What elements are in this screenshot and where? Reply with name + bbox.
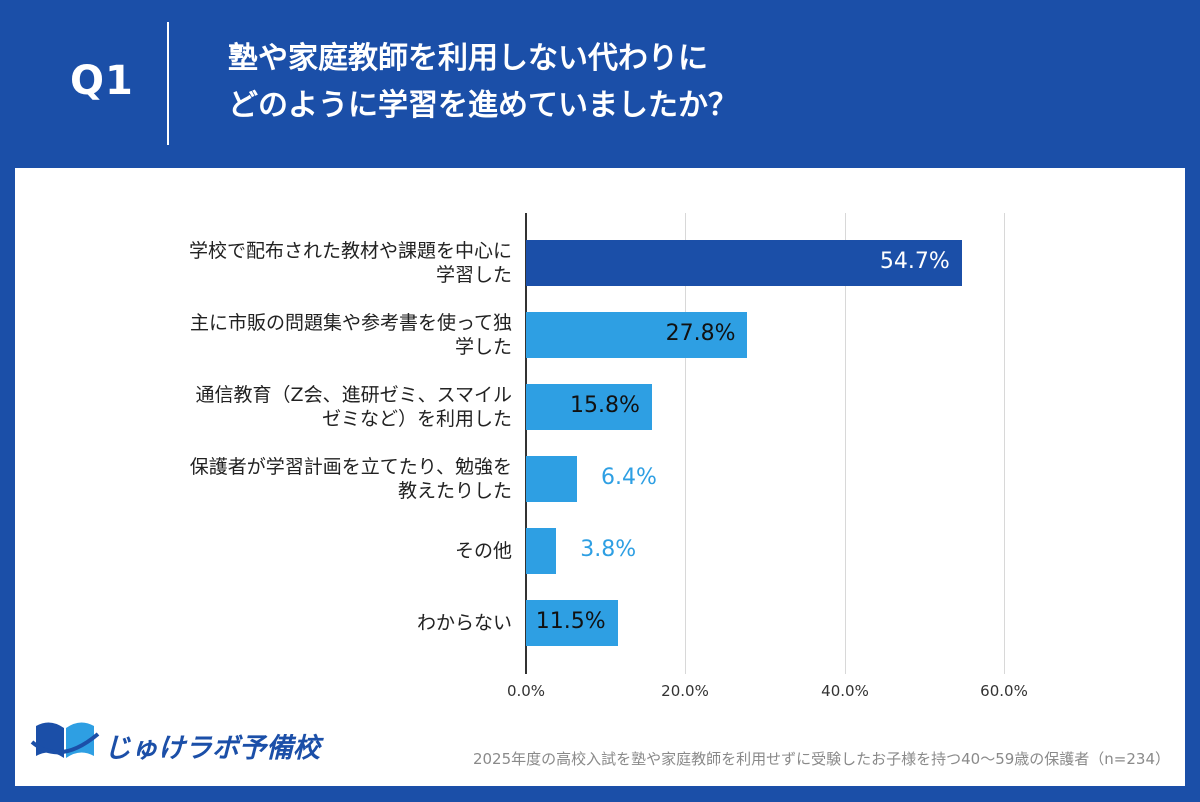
question-title: 塾や家庭教師を利用しない代わりに どのように学習を進めていましたか？	[228, 35, 1128, 129]
data-label: 27.8%	[665, 321, 736, 346]
grid-line	[685, 213, 686, 674]
brand-logo-text: じゅけラボ予備校	[104, 733, 320, 764]
bar	[526, 240, 962, 286]
grid-line	[845, 213, 846, 674]
category-label: 主に市販の問題集や参考書を使って独 学した	[189, 312, 512, 358]
book-icon	[30, 722, 100, 758]
category-label: その他	[454, 540, 512, 562]
x-tick-label: 20.0%	[661, 682, 709, 700]
bar	[526, 312, 747, 358]
bar	[526, 384, 652, 430]
category-label: わからない	[416, 612, 512, 634]
data-label: 15.8%	[569, 393, 640, 418]
question-title-line-2: どのように学習を進めていましたか？	[228, 88, 738, 123]
x-tick-label: 40.0%	[821, 682, 869, 700]
category-label: 学校で配布された教材や課題を中心に 学習した	[188, 240, 512, 286]
category-label: 保護者が学習計画を立てたり、勉強を 教えたりした	[189, 456, 512, 502]
bar	[526, 600, 618, 646]
data-label: 54.7%	[879, 249, 950, 274]
x-tick-label: 0.0%	[506, 682, 546, 700]
footnote: 2025年度の高校入試を塾や家庭教師を利用せずに受験したお子様を持つ40～59歳…	[472, 750, 1170, 768]
data-label: 3.8%	[580, 537, 637, 562]
y-axis-line	[525, 213, 527, 674]
bar	[526, 456, 577, 502]
question-title-line-1: 塾や家庭教師を利用しない代わりに	[228, 41, 708, 76]
header: Q1 塾や家庭教師を利用しない代わりに どのように学習を進めていましたか？	[0, 0, 1200, 165]
header-divider	[167, 22, 169, 145]
bar	[526, 528, 556, 574]
x-tick-label: 60.0%	[980, 682, 1028, 700]
data-label: 6.4%	[600, 465, 657, 490]
question-number: Q1	[70, 58, 134, 104]
grid-line	[1004, 213, 1005, 674]
category-label: 通信教育（Z会、進研ゼミ、スマイル ゼミなど）を利用した	[195, 384, 512, 430]
data-label: 11.5%	[535, 609, 606, 634]
